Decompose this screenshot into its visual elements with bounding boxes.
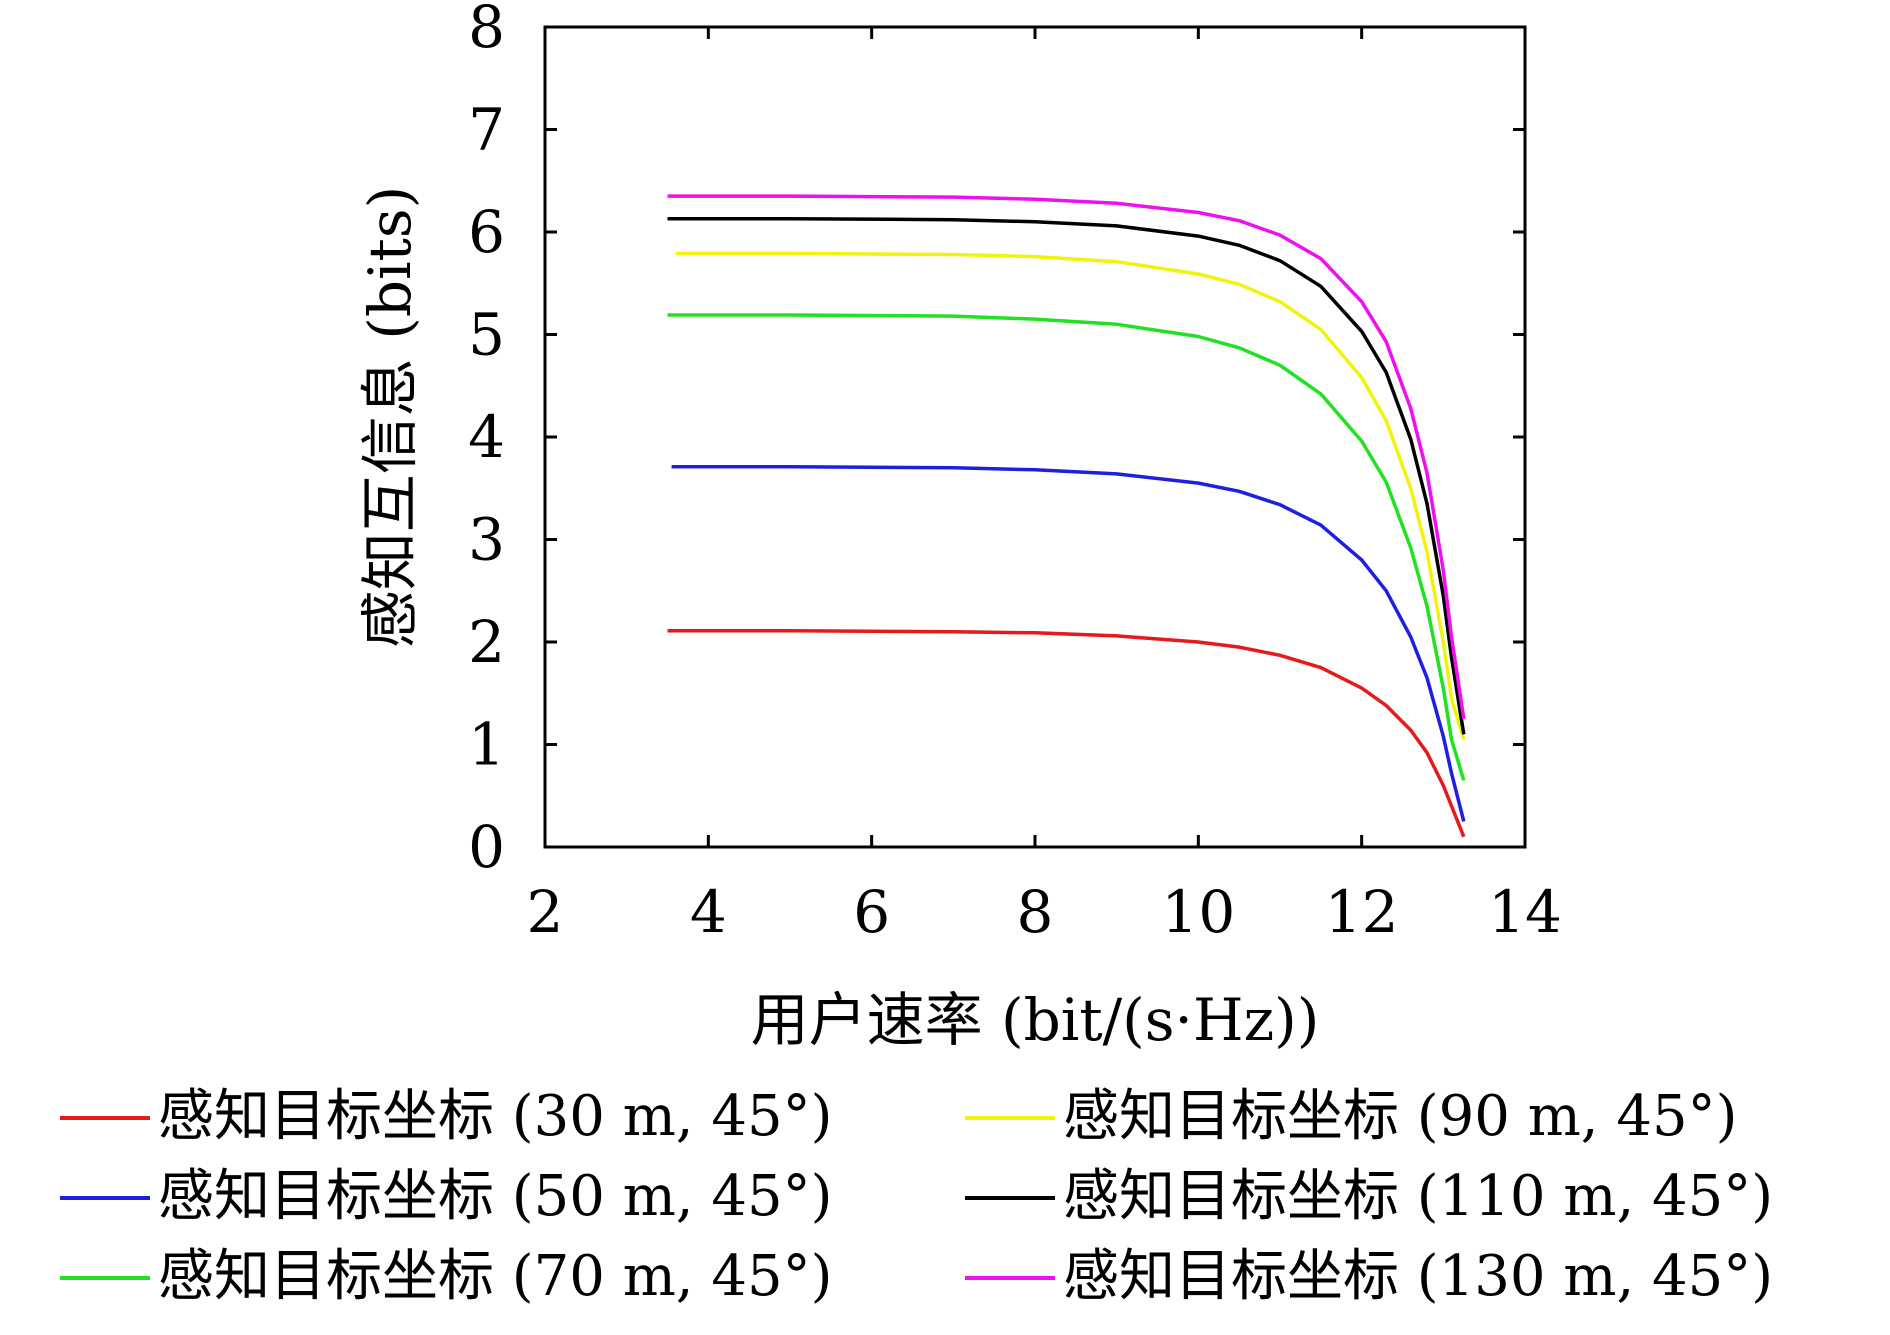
x-tick-label: 8: [1017, 878, 1054, 946]
series-line-2: [671, 464, 1466, 822]
legend-label-3: 感知目标坐标 (70 m, 45°): [158, 1244, 833, 1309]
y-tick-label: 2: [468, 608, 505, 676]
y-tick-label: 5: [468, 301, 505, 369]
y-tick-label: 1: [468, 711, 505, 779]
plot-frame: [543, 25, 1527, 849]
legend-label-5: 感知目标坐标 (110 m, 45°): [1063, 1164, 1773, 1229]
y-tick-label: 4: [468, 403, 505, 471]
legend-label-6: 感知目标坐标 (130 m, 45°): [1063, 1244, 1773, 1309]
y-axis-label: 感知互信息 (bits): [356, 186, 424, 648]
x-tick-label: 10: [1161, 878, 1235, 946]
legend: 感知目标坐标 (30 m, 45°) 感知目标坐标 (50 m, 45°) 感知目标…: [60, 1084, 1773, 1309]
x-tick-label: 14: [1488, 878, 1562, 946]
series-line-6: [667, 194, 1466, 720]
x-tick-label: 12: [1325, 878, 1399, 946]
legend-label-2: 感知目标坐标 (50 m, 45°): [158, 1164, 833, 1229]
y-tick-label: 3: [468, 506, 505, 574]
legend-label-4: 感知目标坐标 (90 m, 45°): [1063, 1084, 1738, 1149]
series-line-5: [667, 216, 1466, 735]
x-tick-label: 4: [690, 878, 727, 946]
series-layer: [667, 194, 1466, 838]
series-line-1: [667, 628, 1466, 838]
series-line-4: [675, 251, 1466, 740]
y-tick-label: 8: [468, 0, 505, 61]
x-tick-label: 2: [527, 878, 564, 946]
y-tick-label: 0: [468, 813, 505, 881]
ticks-layer: [543, 25, 1527, 849]
y-tick-label: 6: [468, 198, 505, 266]
y-tick-label: 7: [468, 96, 505, 164]
legend-label-1: 感知目标坐标 (30 m, 45°): [158, 1084, 833, 1149]
series-line-3: [667, 313, 1466, 781]
x-axis-label: 用户速率 (bit/(s·Hz)): [751, 986, 1320, 1054]
x-tick-label: 6: [853, 878, 890, 946]
